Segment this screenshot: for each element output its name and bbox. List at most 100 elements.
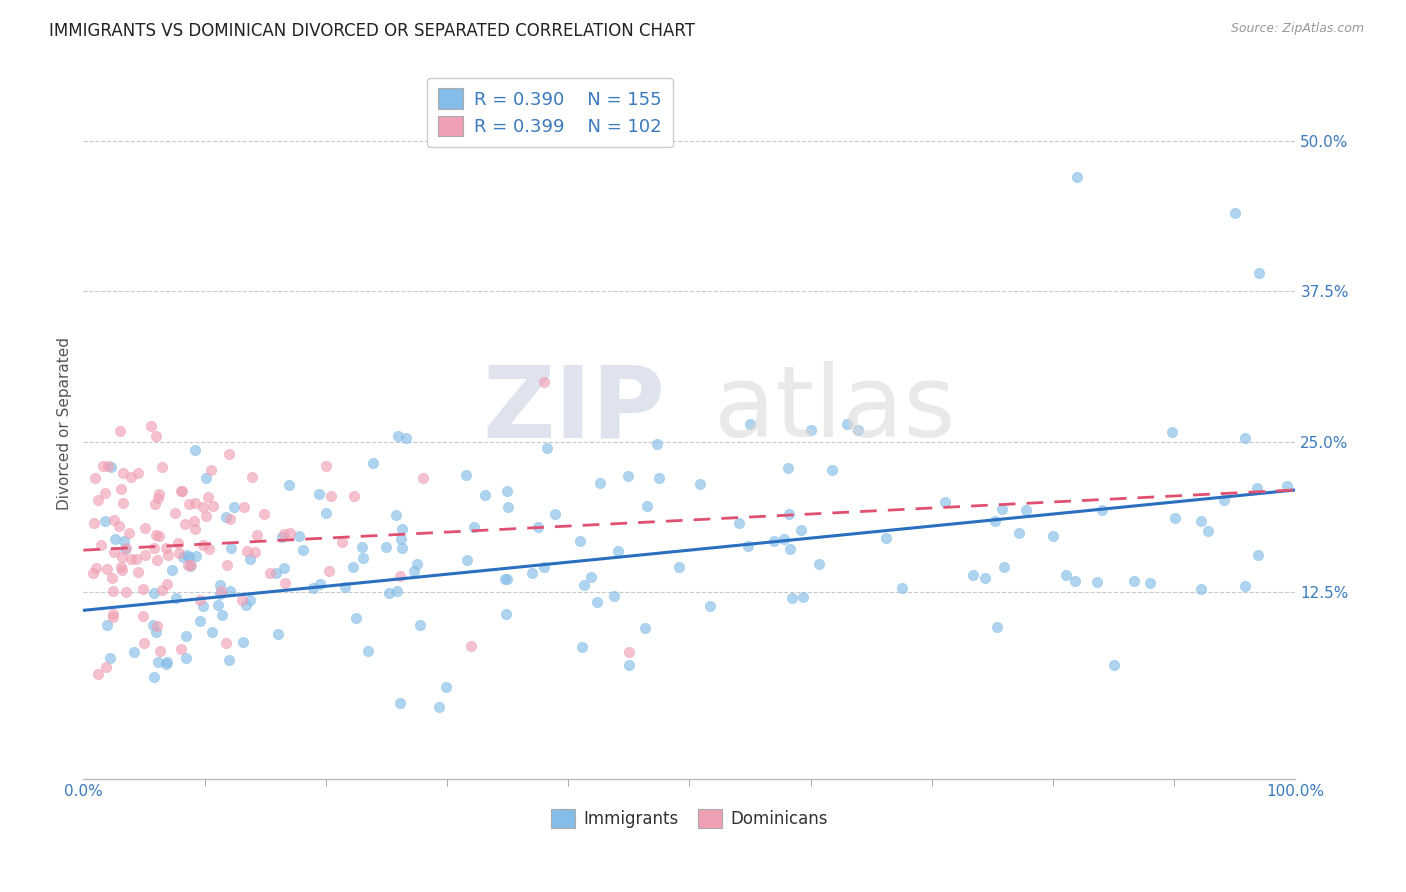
- Point: [846, 423, 869, 437]
- Point: [378, 586, 401, 600]
- Text: ZIP: ZIP: [482, 361, 665, 458]
- Point: [183, 514, 205, 528]
- Point: [150, 459, 173, 474]
- Point: [146, 553, 169, 567]
- Point: [1123, 574, 1146, 588]
- Point: [180, 558, 202, 572]
- Point: [779, 541, 801, 556]
- Point: [243, 545, 266, 559]
- Point: [405, 558, 427, 572]
- Point: [778, 508, 800, 522]
- Point: [191, 500, 214, 514]
- Point: [217, 558, 239, 572]
- Point: [1249, 266, 1271, 280]
- Point: [155, 576, 177, 591]
- Point: [191, 599, 214, 613]
- Point: [112, 534, 135, 549]
- Point: [167, 546, 190, 560]
- Point: [110, 482, 132, 496]
- Point: [98, 651, 121, 665]
- Point: [271, 531, 294, 545]
- Point: [96, 562, 118, 576]
- Point: [527, 520, 550, 534]
- Point: [134, 548, 156, 562]
- Point: [145, 429, 167, 443]
- Point: [183, 496, 205, 510]
- Point: [404, 564, 426, 578]
- Point: [273, 527, 295, 541]
- Point: [200, 463, 222, 477]
- Y-axis label: Divorced or Separated: Divorced or Separated: [58, 337, 72, 510]
- Point: [259, 566, 281, 580]
- Point: [197, 491, 219, 505]
- Point: [343, 489, 366, 503]
- Point: [103, 607, 125, 621]
- Point: [1085, 574, 1108, 589]
- Point: [1275, 479, 1298, 493]
- Point: [385, 583, 408, 598]
- Point: [148, 491, 170, 505]
- Point: [875, 532, 897, 546]
- Point: [148, 529, 170, 543]
- Point: [412, 471, 434, 485]
- Point: [209, 584, 232, 599]
- Point: [101, 609, 124, 624]
- Point: [344, 610, 367, 624]
- Point: [308, 487, 330, 501]
- Point: [145, 527, 167, 541]
- Point: [141, 418, 163, 433]
- Point: [191, 538, 214, 552]
- Point: [201, 499, 224, 513]
- Point: [800, 423, 823, 437]
- Point: [361, 456, 384, 470]
- Point: [86, 561, 108, 575]
- Point: [219, 511, 242, 525]
- Point: [235, 598, 257, 612]
- Legend: Immigrants, Dominicans: Immigrants, Dominicans: [544, 802, 834, 835]
- Point: [94, 660, 117, 674]
- Point: [496, 484, 519, 499]
- Point: [201, 625, 224, 640]
- Point: [330, 534, 353, 549]
- Point: [188, 593, 211, 607]
- Point: [460, 640, 482, 654]
- Point: [246, 527, 269, 541]
- Point: [321, 489, 343, 503]
- Point: [520, 566, 543, 580]
- Point: [218, 653, 240, 667]
- Point: [1233, 579, 1256, 593]
- Text: IMMIGRANTS VS DOMINICAN DIVORCED OR SEPARATED CORRELATION CHART: IMMIGRANTS VS DOMINICAN DIVORCED OR SEPA…: [49, 22, 695, 40]
- Point: [177, 550, 200, 565]
- Point: [219, 584, 242, 599]
- Point: [494, 573, 516, 587]
- Point: [132, 609, 155, 624]
- Point: [174, 517, 197, 532]
- Point: [94, 514, 117, 528]
- Point: [648, 470, 671, 484]
- Point: [1161, 425, 1184, 439]
- Point: [278, 526, 301, 541]
- Point: [184, 522, 207, 536]
- Point: [993, 559, 1015, 574]
- Point: [315, 506, 337, 520]
- Point: [962, 567, 984, 582]
- Point: [163, 506, 186, 520]
- Point: [274, 576, 297, 591]
- Point: [83, 516, 105, 530]
- Point: [357, 643, 380, 657]
- Point: [309, 576, 332, 591]
- Point: [156, 549, 179, 563]
- Point: [132, 635, 155, 649]
- Point: [208, 578, 231, 592]
- Point: [427, 699, 450, 714]
- Point: [474, 488, 496, 502]
- Point: [647, 437, 669, 451]
- Point: [111, 550, 134, 565]
- Point: [143, 586, 166, 600]
- Point: [634, 621, 657, 635]
- Point: [1247, 548, 1270, 562]
- Point: [389, 569, 412, 583]
- Point: [176, 651, 198, 665]
- Point: [385, 508, 408, 522]
- Point: [821, 463, 844, 477]
